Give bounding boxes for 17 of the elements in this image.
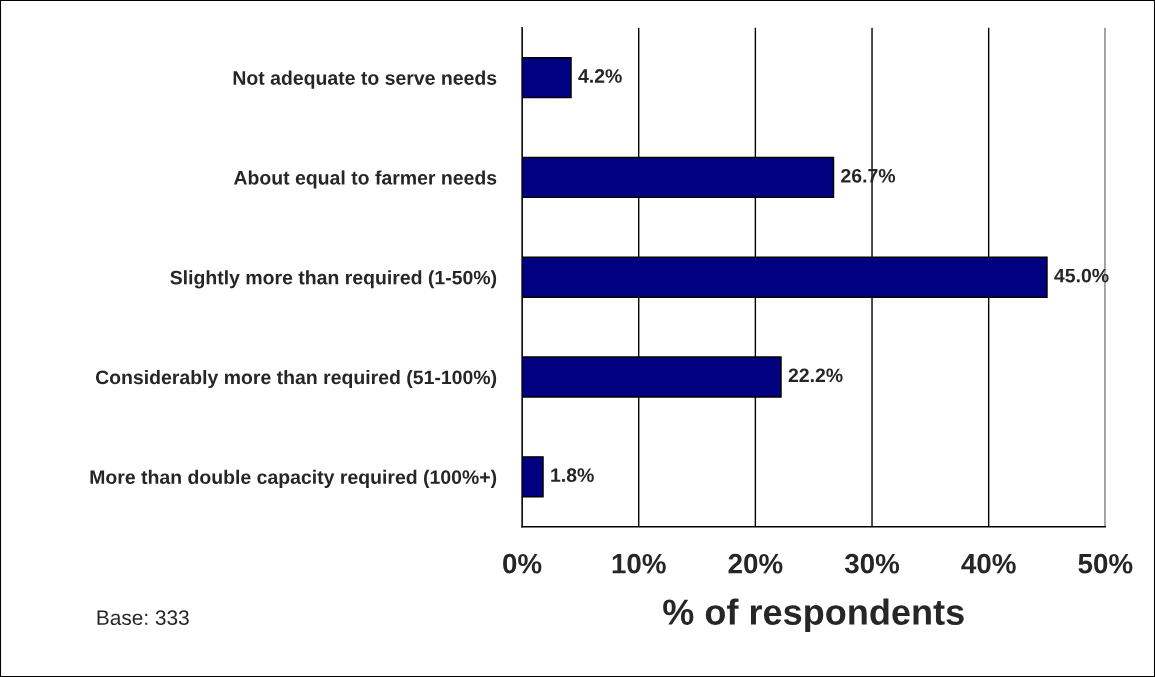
x-tick-label: 30% [844, 553, 900, 574]
y-tick-label: About equal to farmer needs [233, 170, 497, 189]
data-label: 22.2% [788, 368, 843, 383]
x-tick-label: 20% [728, 553, 783, 574]
y-tick-label: Considerably more than required (51-100%) [95, 369, 497, 389]
x-tick-label: 0% [503, 553, 542, 574]
x-tick-label: 50% [1078, 553, 1133, 574]
y-tick-label: Slightly more than required (1-50%) [170, 270, 497, 289]
data-label: 4.2% [578, 69, 622, 83]
text: Base: 333 [97, 610, 189, 626]
y-tick-label: Not adequate to serve needs [233, 70, 497, 89]
x-tick-label: 10% [612, 553, 666, 574]
x-axis-title: % of respondents [663, 598, 964, 633]
x-tick-label: 40% [961, 553, 1016, 574]
y-tick-label: More than double capacity required (100%+) [90, 469, 497, 488]
data-label: 45.0% [1054, 268, 1109, 283]
data-label: 1.8% [551, 468, 594, 483]
